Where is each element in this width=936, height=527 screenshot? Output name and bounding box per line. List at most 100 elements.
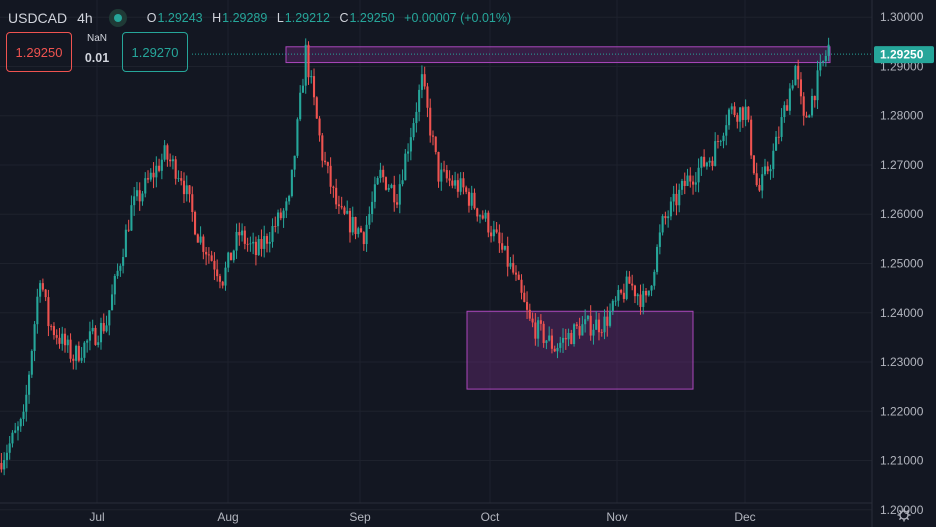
candle-body bbox=[293, 155, 296, 170]
candle-body bbox=[304, 44, 307, 86]
candle-body bbox=[697, 167, 700, 183]
candle bbox=[141, 190, 144, 206]
candle-body bbox=[113, 275, 116, 295]
candle-body bbox=[498, 232, 501, 244]
candle bbox=[395, 193, 399, 209]
candle-body bbox=[152, 172, 155, 178]
candle-body bbox=[384, 177, 388, 190]
candle bbox=[362, 231, 365, 251]
candle bbox=[91, 319, 94, 335]
candle-body bbox=[188, 185, 191, 195]
candle bbox=[586, 315, 589, 322]
candle bbox=[819, 54, 822, 77]
candle bbox=[271, 218, 274, 248]
candle-body bbox=[229, 252, 233, 261]
market-status-icon[interactable] bbox=[108, 9, 127, 27]
candle-body bbox=[727, 109, 731, 126]
spread-bottom: 0.01 bbox=[84, 51, 110, 65]
candle bbox=[390, 183, 393, 189]
candle-body bbox=[276, 212, 280, 227]
candle bbox=[312, 68, 316, 106]
candle bbox=[44, 288, 47, 302]
candle-body bbox=[797, 65, 800, 80]
candle bbox=[160, 153, 163, 180]
settings-gear-icon[interactable] bbox=[897, 508, 911, 522]
candle bbox=[293, 155, 296, 178]
candle-body bbox=[324, 160, 327, 163]
candle bbox=[661, 214, 664, 236]
candle bbox=[387, 184, 390, 192]
candle-body bbox=[617, 289, 620, 301]
candle bbox=[689, 167, 692, 188]
candle-body bbox=[434, 136, 437, 152]
candle bbox=[58, 327, 61, 349]
candle-body bbox=[141, 193, 144, 202]
candle bbox=[102, 313, 105, 334]
candle bbox=[365, 216, 368, 252]
candle-body bbox=[506, 245, 509, 267]
candle bbox=[77, 341, 80, 363]
candle bbox=[63, 328, 67, 353]
buy-button[interactable]: 1.29270 bbox=[122, 32, 188, 72]
symbol-label[interactable]: USDCAD bbox=[8, 10, 68, 26]
candle bbox=[459, 172, 462, 196]
candle-body bbox=[622, 292, 625, 299]
candle bbox=[622, 283, 625, 303]
candle bbox=[61, 326, 64, 351]
candle-body bbox=[398, 184, 401, 205]
timeframe-label[interactable]: 4h bbox=[77, 10, 93, 26]
candle-body bbox=[390, 184, 393, 188]
candle bbox=[465, 185, 468, 195]
candle-body bbox=[774, 136, 778, 151]
candle bbox=[617, 285, 620, 307]
candle bbox=[75, 344, 78, 370]
candle bbox=[426, 82, 429, 118]
candle bbox=[22, 404, 25, 426]
candle-body bbox=[667, 216, 670, 219]
candle-body bbox=[611, 300, 614, 312]
candle-body bbox=[512, 262, 515, 273]
candle-body bbox=[802, 96, 805, 116]
sell-button[interactable]: 1.29250 bbox=[6, 32, 72, 72]
candle bbox=[119, 263, 122, 277]
candle-body bbox=[135, 190, 139, 197]
candle-body bbox=[628, 276, 631, 284]
candle-body bbox=[517, 274, 520, 280]
candle bbox=[561, 328, 565, 354]
candle-body bbox=[608, 311, 612, 326]
candle-body bbox=[492, 229, 495, 237]
candle-body bbox=[478, 215, 482, 217]
candle bbox=[279, 208, 282, 221]
candle bbox=[329, 157, 332, 194]
candle-body bbox=[487, 212, 490, 233]
candle-body bbox=[27, 374, 31, 395]
candle bbox=[379, 162, 382, 183]
candle-body bbox=[501, 243, 504, 250]
candle bbox=[570, 329, 573, 345]
candle-body bbox=[744, 106, 747, 120]
candle-body bbox=[476, 208, 479, 217]
candle-body bbox=[537, 320, 540, 339]
candle bbox=[33, 320, 36, 362]
candle-body bbox=[418, 89, 421, 112]
candle bbox=[113, 273, 116, 305]
candle bbox=[263, 225, 266, 258]
candle-body bbox=[227, 252, 230, 268]
gear-tooth bbox=[906, 517, 910, 521]
candle bbox=[368, 206, 371, 230]
candle bbox=[401, 169, 404, 187]
candle-body bbox=[66, 339, 69, 346]
y-tick-label: 1.25000 bbox=[880, 257, 924, 271]
candle-body bbox=[105, 325, 108, 332]
candle-body bbox=[484, 212, 487, 219]
candle-body bbox=[50, 326, 53, 327]
candle-body bbox=[254, 241, 257, 256]
low-key: L bbox=[276, 11, 284, 25]
candle bbox=[481, 210, 484, 220]
candle-body bbox=[653, 271, 656, 286]
candle-body bbox=[22, 411, 25, 419]
candle bbox=[332, 185, 335, 198]
candle-body bbox=[202, 236, 205, 252]
